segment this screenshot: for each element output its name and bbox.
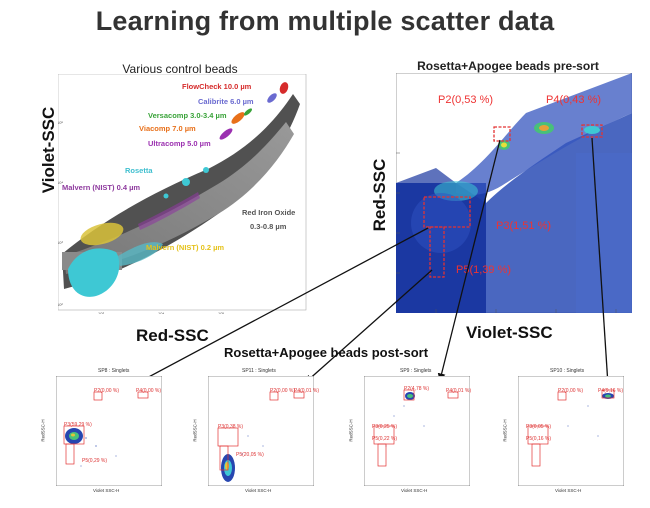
left-x-axis-label: Red-SSC [136,326,209,345]
mini-gate-p3: P3(0,25 %) [372,424,398,430]
mini-x-label: Violet SSC-H [245,488,272,493]
svg-text:10⁵: 10⁵ [58,120,63,125]
mini-scatter-4 [518,376,624,486]
mini-gate-p4: P4(0,00 %) [136,388,162,394]
post-sort-plot-1: SP8 : Singlets P2(0,00 %) P4(0,00 %) P3(… [38,368,166,500]
gate-label-p2: P2(0,53 %) [438,94,494,106]
mini-plot-title: SP10 : Singlets [550,368,585,374]
mini-gate-p3: P3(0,38 %) [218,424,244,430]
mini-gate-p3: P3(59,29 %) [64,422,92,428]
page-title: Learning from multiple scatter data [95,6,555,36]
mini-gate-p5: P5(0,29 %) [82,458,108,464]
post-sort-plot-2: SP11 : Singlets P2(0,00 %) P4(0,01 %) P3… [190,368,320,500]
svg-text:10²: 10² [58,302,63,307]
right-panel-title-bold: pre-sort [553,59,599,73]
gate-label-p3: P3(1,51 %) [496,220,552,232]
gate-label-p5: P5(1,39 %) [456,264,512,276]
mini-x-label: Violet SSC-H [401,488,428,493]
mini-gate-p2: P2(0,00 %) [558,388,584,394]
mini-gate-p2: P2(4,78 %) [404,386,430,392]
mini-x-label: Violet SSC-H [93,488,120,493]
left-panel-title: Various control beads [122,62,238,76]
mini-y-label: RedSSC-H [192,419,198,442]
mini-gate-p2: P2(0,00 %) [270,388,296,394]
right-panel-title: Rosetta+Apogee beads pre-sort [388,59,628,73]
svg-text:10⁴: 10⁴ [58,180,63,185]
svg-text:10⁴: 10⁴ [158,311,164,314]
arrow-p2-to-sp9 [437,139,501,382]
post-sort-plot-4: SP10 : Singlets P2(0,00 %) P4(9,16 %) P3… [500,368,628,500]
mini-plot-title: SP11 : Singlets [242,368,276,374]
bead-label-versacomp: Versacomp 3.0-3.4 µm [148,111,227,120]
bead-label-rosetta: Rosetta [125,166,153,175]
svg-text:10³: 10³ [58,240,63,245]
left-scatter-plot: 10² 10³ 10⁴ 10⁵ 10³ 10⁴ 10⁵ [58,74,307,314]
right-scatter-plot [396,73,632,313]
bead-label-red-iron-oxide-size: 0.3-0.8 µm [250,222,287,231]
mini-gate-p5: P5(0,22 %) [372,436,398,442]
arrow-p5-to-sp11 [305,269,433,383]
right-x-axis-label: Violet-SSC [466,323,553,342]
svg-text:10³: 10³ [98,311,104,314]
bead-label-ultracomp: Ultracomp 5.0 µm [148,139,211,148]
bead-label-malvern-02: Malvern (NIST) 0.2 µm [146,243,225,252]
post-sort-title: Rosetta+Apogee beads post-sort [224,345,429,360]
bead-label-red-iron-oxide: Red Iron Oxide [242,208,296,217]
arrow-p4-to-sp10 [591,137,612,387]
bead-label-viacomp: Viacomp 7.0 µm [139,124,196,133]
mini-gate-p4: P4(0,01 %) [294,388,320,394]
mini-scatter-1 [56,376,162,486]
mini-gate-p2: P2(0,00 %) [94,388,120,394]
mini-gate-p4: P4(9,16 %) [598,388,624,394]
mini-plot-title: SP8 : Singlets [98,368,130,374]
mini-gate-p4: P4(0,01 %) [446,388,472,394]
mini-y-label: RedSSC-H [348,419,354,442]
mini-scatter-3 [364,376,470,486]
mini-y-label: RedSSC-H [502,419,508,442]
right-panel-title-main: Rosetta+Apogee beads [417,59,554,73]
bead-label-malvern-04: Malvern (NIST) 0.4 µm [62,183,141,192]
svg-text:10⁵: 10⁵ [218,311,224,314]
gate-label-p4: P4(0,43 %) [546,94,602,106]
mini-x-label: Violet SSC-H [555,488,582,493]
mini-gate-p3: P3(0,05 %) [526,424,552,430]
mini-scatter-2 [208,376,314,486]
rosetta-blob [68,248,120,297]
post-sort-plot-3: SP9 : Singlets P2(4,78 %) P4(0,01 %) P3(… [346,368,474,500]
mini-gate-p5: P5(20,05 %) [236,452,264,458]
mini-plot-title: SP9 : Singlets [400,368,432,374]
bead-label-calibrite: Calibrite 6.0 µm [198,97,254,106]
mini-gate-p5: P5(0,16 %) [526,436,552,442]
bead-label-flowcheck: FlowCheck 10.0 µm [182,82,252,91]
mini-y-label: RedSSC-H [40,419,46,442]
